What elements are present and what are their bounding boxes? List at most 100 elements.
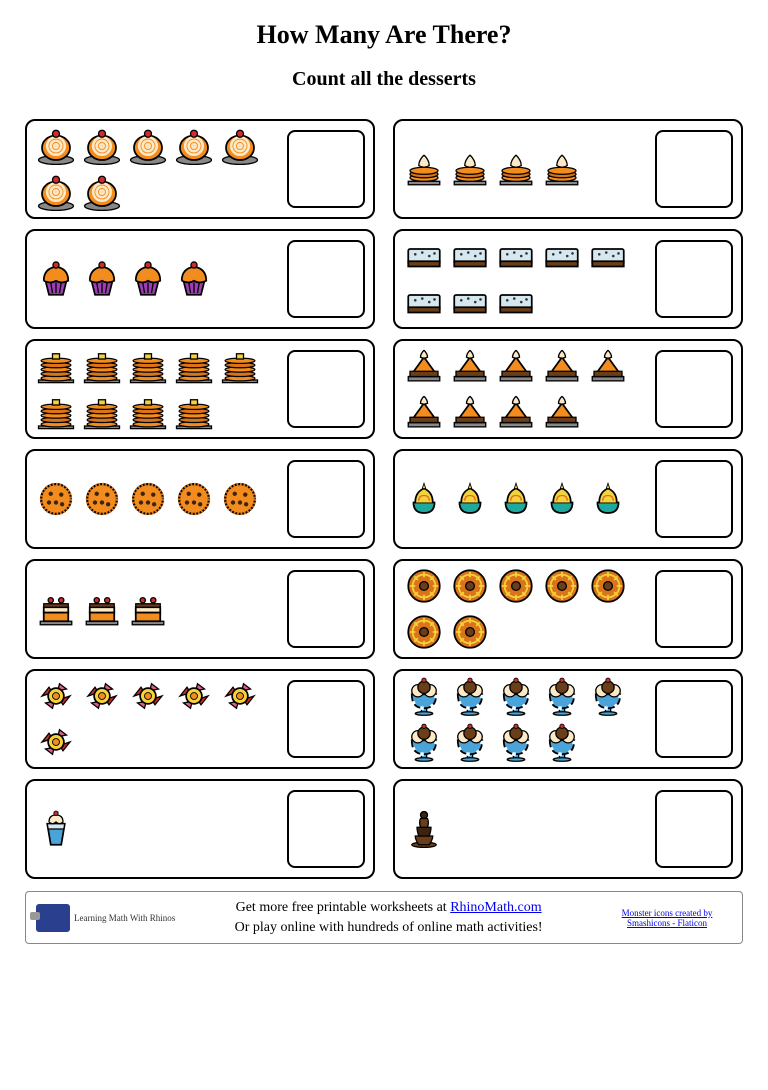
pie-slice-icon: [495, 345, 537, 387]
page-title: How Many Are There?: [25, 20, 743, 50]
answer-box[interactable]: [287, 790, 365, 868]
icons-area: [35, 677, 287, 761]
answer-box[interactable]: [655, 130, 733, 208]
pie-slice-icon: [449, 391, 491, 433]
round-cookie-icon: [403, 565, 445, 607]
icons-area: [403, 127, 655, 211]
candy-icon: [35, 721, 77, 763]
counting-card: [25, 669, 375, 769]
footer-tagline: Learning Math With Rhinos: [74, 913, 175, 923]
round-cookie-icon: [495, 565, 537, 607]
answer-box[interactable]: [655, 570, 733, 648]
footer-line2: Or play online with hundreds of online m…: [235, 920, 543, 935]
round-cookie-icon: [449, 611, 491, 653]
counting-card: [25, 229, 375, 329]
candy-icon: [173, 675, 215, 717]
cookie-bar-icon: [495, 235, 537, 277]
pie-slice-icon: [541, 345, 583, 387]
cookie-bar-icon: [495, 281, 537, 323]
answer-box[interactable]: [655, 460, 733, 538]
sundae-icon: [403, 675, 445, 717]
cupcake-icon: [173, 258, 215, 300]
pie-slice-icon: [587, 345, 629, 387]
rhinomath-link[interactable]: RhinoMath.com: [450, 900, 541, 915]
icons-area: [403, 237, 655, 321]
swissroll-icon: [81, 125, 123, 167]
page-subtitle: Count all the desserts: [25, 68, 743, 91]
answer-box[interactable]: [287, 240, 365, 318]
pancake-stack-icon: [35, 345, 77, 387]
cake-slice-icon: [127, 588, 169, 630]
cookie-bar-icon: [587, 235, 629, 277]
pancake-stack-icon: [127, 345, 169, 387]
cookie-icon: [173, 478, 215, 520]
candy-icon: [81, 675, 123, 717]
swissroll-icon: [35, 125, 77, 167]
answer-box[interactable]: [655, 680, 733, 758]
cookie-bar-icon: [541, 235, 583, 277]
pie-slice-icon: [495, 391, 537, 433]
sundae-icon: [495, 721, 537, 763]
round-cookie-icon: [449, 565, 491, 607]
counting-card: [393, 229, 743, 329]
cupcake-icon: [81, 258, 123, 300]
sundae-icon: [449, 721, 491, 763]
footer-line1-prefix: Get more free printable worksheets at: [236, 900, 451, 915]
answer-box[interactable]: [287, 680, 365, 758]
counting-card: [25, 779, 375, 879]
round-cookie-icon: [541, 565, 583, 607]
counting-card: [25, 559, 375, 659]
answer-box[interactable]: [287, 460, 365, 538]
pie-slice-icon: [541, 391, 583, 433]
worksheet-grid: [25, 119, 743, 879]
counting-card: [393, 339, 743, 439]
icecream-cup-icon: [541, 478, 583, 520]
cookie-bar-icon: [449, 235, 491, 277]
sundae-icon: [541, 675, 583, 717]
counting-card: [393, 449, 743, 549]
counting-card: [25, 119, 375, 219]
pie-slice-icon: [449, 345, 491, 387]
fountain-icon: [403, 808, 445, 850]
footer-text: Get more free printable worksheets at Rh…: [185, 898, 592, 937]
pancake-stack-icon: [219, 345, 261, 387]
pancake-cream-icon: [541, 148, 583, 190]
cookie-icon: [127, 478, 169, 520]
answer-box[interactable]: [287, 570, 365, 648]
answer-box[interactable]: [655, 350, 733, 428]
sundae-icon: [495, 675, 537, 717]
swissroll-icon: [81, 171, 123, 213]
sundae-icon: [403, 721, 445, 763]
rhino-logo-icon: [36, 904, 70, 932]
icecream-cup-icon: [495, 478, 537, 520]
pie-slice-icon: [403, 391, 445, 433]
cookie-bar-icon: [403, 281, 445, 323]
pancake-stack-icon: [81, 391, 123, 433]
icons-area: [35, 457, 287, 541]
icons-area: [403, 677, 655, 761]
pancake-cream-icon: [403, 148, 445, 190]
pancake-cream-icon: [449, 148, 491, 190]
answer-box[interactable]: [655, 790, 733, 868]
cupcake-icon: [127, 258, 169, 300]
cookie-icon: [81, 478, 123, 520]
candy-icon: [219, 675, 261, 717]
sundae-icon: [587, 675, 629, 717]
icons-area: [403, 567, 655, 651]
pancake-stack-icon: [173, 345, 215, 387]
answer-box[interactable]: [287, 130, 365, 208]
cake-slice-icon: [35, 588, 77, 630]
answer-box[interactable]: [287, 350, 365, 428]
pancake-stack-icon: [127, 391, 169, 433]
cake-slice-icon: [81, 588, 123, 630]
candy-icon: [127, 675, 169, 717]
sundae-icon: [541, 721, 583, 763]
icons-area: [35, 787, 287, 871]
icons-area: [35, 567, 287, 651]
swissroll-icon: [127, 125, 169, 167]
cookie-bar-icon: [449, 281, 491, 323]
answer-box[interactable]: [655, 240, 733, 318]
icecream-cup-icon: [449, 478, 491, 520]
icon-credit-link[interactable]: Monster icons created by Smashicons - Fl…: [602, 908, 732, 928]
counting-card: [25, 449, 375, 549]
